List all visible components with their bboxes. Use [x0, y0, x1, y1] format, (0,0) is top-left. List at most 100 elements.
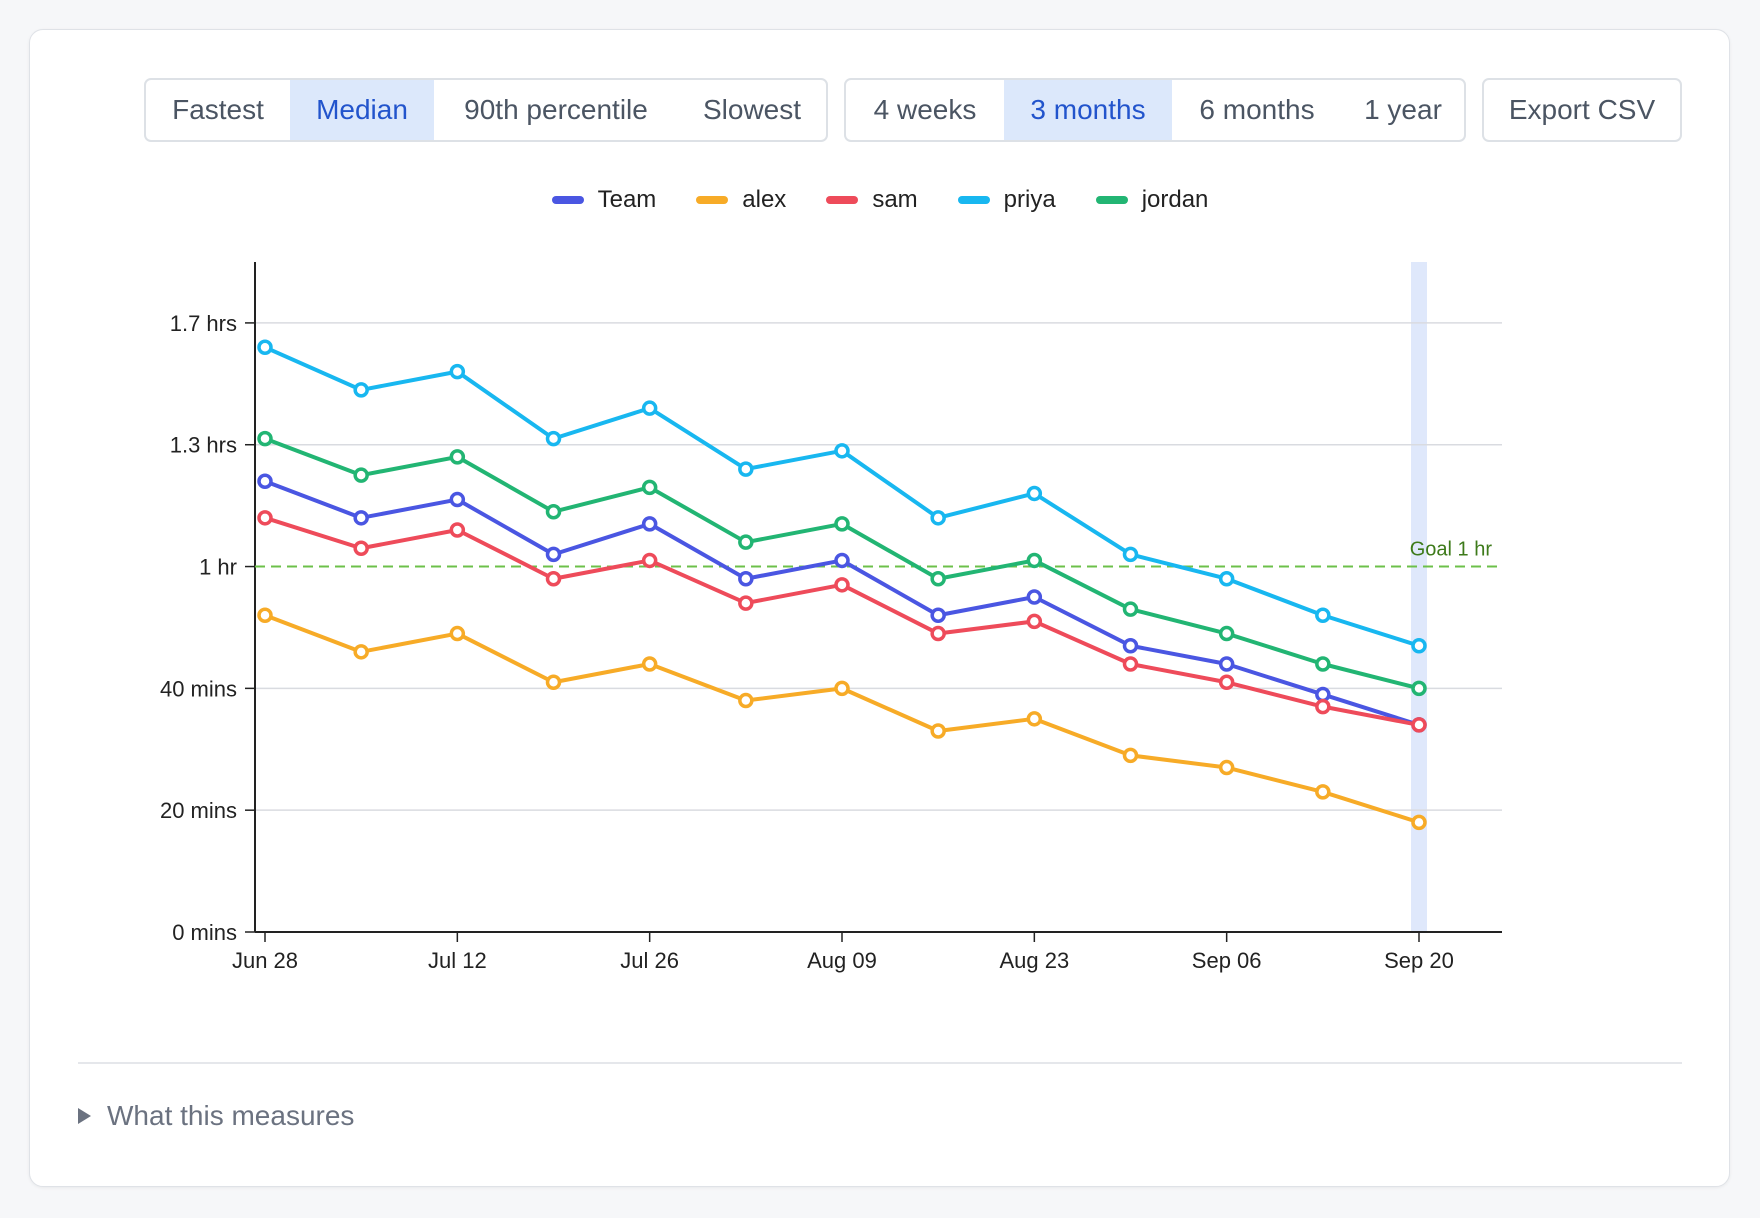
- details-label: What this measures: [107, 1100, 355, 1131]
- y-tick-label: 20 mins: [160, 798, 237, 823]
- data-point-sam: [1218, 674, 1235, 691]
- line-chart: 0 mins 20 mins 40 mins 1 hr 1.3 hrs 1.7 hrs Ju…: [160, 262, 1502, 973]
- data-point-priya: [930, 510, 946, 526]
- data-point-team: [1026, 589, 1043, 605]
- legend-item-priya[interactable]: priya: [957, 186, 1056, 214]
- data-point-alex: [449, 625, 466, 642]
- data-point-jordan: [641, 479, 658, 496]
- legend-swatch: [1095, 196, 1128, 204]
- x-tick-label: Aug 09: [807, 948, 877, 973]
- data-point-sam: [353, 540, 369, 557]
- export-csv-button[interactable]: Export CSV: [1482, 78, 1682, 142]
- legend-swatch: [826, 196, 859, 204]
- data-point-team: [641, 516, 658, 532]
- data-point-jordan: [545, 503, 562, 520]
- legend-swatch: [957, 196, 990, 204]
- legend-item-jordan[interactable]: jordan: [1095, 186, 1209, 214]
- data-point-priya: [1315, 607, 1331, 624]
- data-point-team: [738, 570, 754, 587]
- legend-label: sam: [872, 186, 918, 213]
- data-point-priya: [641, 400, 658, 416]
- x-tick-label: Sep 20: [1384, 948, 1454, 973]
- legend-label: alex: [742, 186, 787, 213]
- data-point-priya: [353, 382, 369, 398]
- data-point-sam: [738, 595, 754, 611]
- legend-swatch: [551, 196, 584, 204]
- data-point-alex: [1218, 759, 1235, 776]
- data-point-sam: [449, 522, 466, 538]
- range-option-1-year[interactable]: 1 year: [1364, 94, 1442, 125]
- data-point-jordan: [930, 570, 946, 587]
- data-point-alex: [930, 723, 946, 739]
- data-point-team: [1218, 656, 1235, 672]
- divider: [78, 1062, 1682, 1064]
- data-point-alex: [1315, 784, 1331, 800]
- data-point-alex: [1026, 711, 1043, 727]
- data-point-sam: [1026, 613, 1043, 630]
- chart-legend: Team alex sam priya jordan: [0, 186, 1760, 214]
- legend-label: jordan: [1141, 186, 1209, 213]
- data-point-jordan: [1026, 552, 1043, 569]
- range-selector: 4 weeks 3 months 6 months 1 year: [844, 78, 1466, 142]
- data-point-team: [449, 491, 466, 508]
- metric-selector: Fastest Median 90th percentile Slowest: [144, 78, 828, 142]
- data-point-jordan: [1218, 625, 1235, 642]
- data-point-jordan: [1122, 601, 1139, 617]
- range-option-4-weeks[interactable]: 4 weeks: [873, 94, 977, 125]
- disclosure-triangle-icon: [78, 1108, 91, 1124]
- series-line-priya: [263, 345, 1421, 648]
- range-option-3-months[interactable]: 3 months: [1004, 80, 1172, 140]
- legend-item-sam[interactable]: sam: [826, 186, 918, 214]
- what-this-measures-toggle[interactable]: What this measures: [78, 1100, 354, 1132]
- data-point-jordan: [1411, 680, 1427, 697]
- data-point-alex: [353, 644, 369, 660]
- data-point-priya: [834, 443, 850, 459]
- data-point-priya: [1026, 485, 1043, 502]
- data-point-sam: [641, 552, 658, 569]
- chart-card: [29, 29, 1730, 1187]
- series-line-alex: [263, 613, 1421, 825]
- data-point-sam: [930, 625, 946, 642]
- x-tick-label: Aug 23: [999, 948, 1069, 973]
- data-point-alex: [257, 607, 273, 624]
- data-point-alex: [641, 656, 658, 672]
- data-point-alex: [545, 674, 562, 691]
- data-point-jordan: [449, 449, 466, 465]
- metric-option-slowest[interactable]: Slowest: [702, 94, 802, 125]
- legend-item-team[interactable]: Team: [551, 186, 656, 214]
- data-point-jordan: [1315, 656, 1331, 672]
- data-point-team: [545, 546, 562, 563]
- data-point-team: [1122, 637, 1139, 654]
- x-tick-label: Jul 26: [620, 948, 679, 973]
- data-point-team: [353, 510, 369, 526]
- data-point-team: [834, 552, 850, 569]
- legend-item-alex[interactable]: alex: [696, 186, 786, 214]
- data-point-jordan: [257, 430, 273, 447]
- data-point-jordan: [353, 467, 369, 483]
- data-point-priya: [257, 339, 273, 356]
- data-point-sam: [834, 577, 850, 593]
- y-tick-label: 40 mins: [160, 676, 237, 701]
- data-point-sam: [257, 510, 273, 526]
- data-point-jordan: [738, 534, 754, 550]
- data-point-jordan: [834, 516, 850, 532]
- data-point-priya: [449, 363, 466, 380]
- legend-swatch: [696, 196, 729, 204]
- range-option-6-months[interactable]: 6 months: [1199, 94, 1315, 125]
- legend-label: priya: [1003, 186, 1056, 213]
- metric-option-median[interactable]: Median: [290, 80, 434, 140]
- highlight-band: [1411, 262, 1427, 932]
- metric-option-90th-percentile[interactable]: 90th percentile: [464, 94, 648, 125]
- data-point-alex: [834, 680, 850, 697]
- data-point-team: [257, 473, 273, 490]
- data-point-sam: [545, 570, 562, 587]
- y-tick-label: 1.3 hrs: [170, 433, 237, 458]
- data-point-alex: [1411, 814, 1427, 831]
- data-point-priya: [545, 430, 562, 447]
- data-point-alex: [1122, 747, 1139, 764]
- y-tick-label: 1 hr: [199, 555, 237, 580]
- x-tick-label: Jun 28: [232, 948, 298, 973]
- goal-label: Goal 1 hr: [1410, 539, 1493, 561]
- metric-option-fastest[interactable]: Fastest: [172, 94, 264, 125]
- data-point-alex: [738, 692, 754, 709]
